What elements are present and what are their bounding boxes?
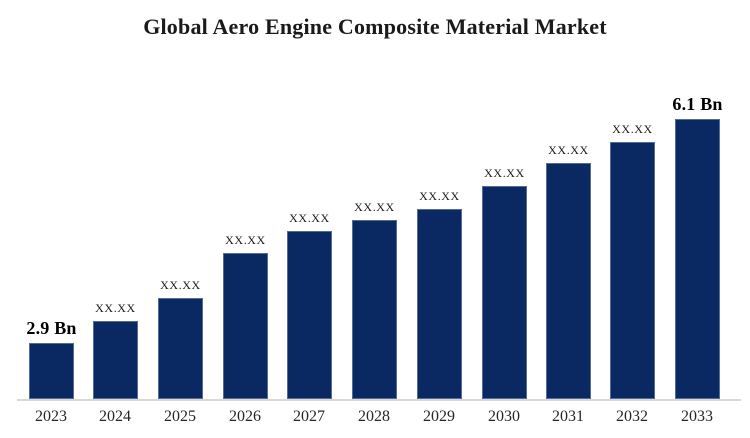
x-axis-tick-label: 2031 [552, 408, 584, 425]
chart-title: Global Aero Engine Composite Material Ma… [143, 14, 607, 39]
bar [93, 321, 138, 399]
bar [352, 220, 397, 399]
bar-value-label: XX.XX [484, 166, 525, 180]
bar-column: 6.1 Bn [672, 94, 723, 399]
bar [417, 209, 462, 399]
bar-column: XX.XX [158, 279, 203, 399]
x-axis-tick-label: 2033 [681, 408, 713, 425]
x-axis-tick-label: 2032 [616, 408, 648, 425]
x-axis-line [17, 399, 741, 401]
x-axis-tick-label: 2027 [293, 408, 325, 425]
x-axis-tick-label: 2023 [35, 408, 67, 425]
bar-value-label: 2.9 Bn [26, 318, 77, 338]
bar-value-label: XX.XX [419, 189, 460, 203]
bar-value-label: 6.1 Bn [672, 94, 723, 114]
bar-value-label: XX.XX [95, 301, 136, 315]
bar-column: XX.XX [287, 212, 332, 399]
bar-column: XX.XX [93, 302, 138, 399]
bar-value-label: XX.XX [225, 233, 266, 247]
bar-column: XX.XX [610, 123, 655, 399]
bar [29, 343, 74, 399]
bar-column: XX.XX [417, 190, 462, 399]
bar [675, 119, 720, 399]
x-axis-tick-label: 2029 [423, 408, 455, 425]
x-axis-tick-label: 2028 [358, 408, 390, 425]
bar-value-label: XX.XX [612, 122, 653, 136]
bar-column: XX.XX [482, 167, 527, 399]
bar-value-label: XX.XX [160, 278, 201, 292]
bar [287, 231, 332, 399]
bar [610, 142, 655, 399]
x-axis-tick-label: 2030 [488, 408, 520, 425]
bar-value-label: XX.XX [354, 200, 395, 214]
x-axis-tick-label: 2026 [229, 408, 261, 425]
bar [223, 253, 268, 399]
bar-value-label: XX.XX [548, 143, 589, 157]
bar-column: 2.9 Bn [26, 318, 77, 399]
bar-column: XX.XX [352, 201, 397, 399]
x-axis-tick-label: 2024 [99, 408, 131, 425]
x-axis-tick-label: 2025 [164, 408, 196, 425]
bar [546, 163, 591, 399]
bar-value-label: XX.XX [289, 211, 330, 225]
bar [482, 186, 527, 399]
bar-column: XX.XX [546, 144, 591, 399]
bar [158, 298, 203, 399]
bar-column: XX.XX [223, 234, 268, 399]
